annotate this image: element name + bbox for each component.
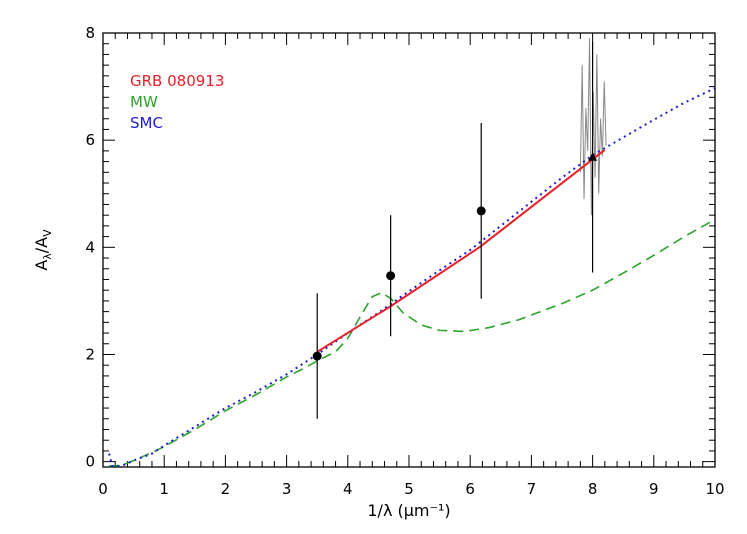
y-tick-label: 6 — [85, 131, 95, 149]
x-tick-label: 1 — [159, 480, 169, 498]
data-points-layer — [312, 42, 598, 419]
x-tick-label: 0 — [98, 480, 108, 498]
series-line-mw — [109, 218, 716, 467]
data-point — [312, 351, 322, 361]
y-tick-label: 2 — [85, 345, 95, 363]
legend-label-grb: GRB 080913 — [130, 72, 224, 90]
y-tick-label: 4 — [85, 238, 95, 256]
x-tick-label: 9 — [649, 480, 659, 498]
series-line-smc — [108, 87, 716, 467]
axis-ticks — [102, 32, 716, 467]
legend-label-mw: MW — [130, 93, 158, 111]
y-axis-title-main: A — [32, 260, 51, 271]
x-tick-label: 2 — [221, 480, 231, 498]
x-tick-label: 4 — [343, 480, 353, 498]
x-tick-label: 6 — [465, 480, 475, 498]
data-point — [386, 271, 396, 281]
y-axis-title-sub2: V — [41, 229, 54, 237]
x-axis-title: 1/λ (μm⁻¹) — [367, 501, 450, 520]
legend: GRB 080913 MW SMC — [130, 72, 224, 132]
y-axis-title-sep: /A — [32, 237, 51, 253]
x-tick-label: 5 — [404, 480, 414, 498]
data-point-triangle — [588, 152, 598, 161]
series-line-grb — [316, 149, 606, 353]
tick-labels: 0 1 2 3 4 5 6 7 8 9 10 0 2 4 6 8 — [85, 24, 724, 498]
plot-frame — [102, 32, 716, 468]
data-point — [476, 206, 486, 216]
legend-label-smc: SMC — [130, 114, 163, 132]
x-tick-label: 8 — [588, 480, 598, 498]
x-tick-label: 10 — [705, 480, 724, 498]
y-axis-title-sub1: λ — [41, 253, 54, 260]
y-axis-title: Aλ/AV — [32, 229, 54, 271]
y-tick-label: 8 — [85, 24, 95, 42]
spectrum-line — [579, 38, 607, 216]
y-tick-label: 0 — [85, 453, 95, 471]
x-tick-label: 3 — [282, 480, 292, 498]
series-layer — [108, 38, 716, 467]
x-tick-label: 7 — [527, 480, 537, 498]
